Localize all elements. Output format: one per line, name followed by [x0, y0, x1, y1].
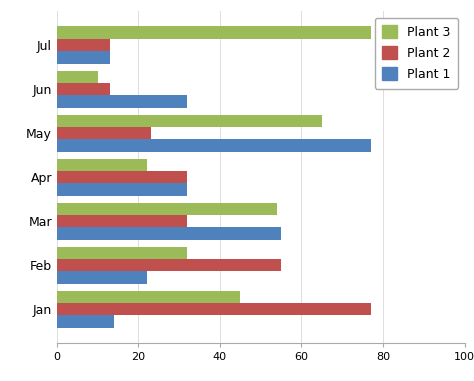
- Bar: [57, 39, 110, 51]
- Bar: [57, 315, 114, 328]
- Bar: [57, 247, 187, 259]
- Bar: [57, 139, 371, 152]
- Bar: [57, 271, 146, 284]
- Bar: [57, 83, 110, 95]
- Bar: [57, 158, 146, 171]
- Bar: [57, 303, 371, 315]
- Bar: [57, 227, 281, 240]
- Bar: [57, 215, 187, 227]
- Bar: [57, 70, 98, 83]
- Bar: [57, 259, 281, 271]
- Legend: Plant 3, Plant 2, Plant 1: Plant 3, Plant 2, Plant 1: [375, 18, 458, 88]
- Bar: [57, 291, 240, 303]
- Bar: [57, 203, 277, 215]
- Bar: [57, 115, 322, 127]
- Bar: [57, 51, 110, 64]
- Bar: [57, 183, 187, 196]
- Bar: [57, 171, 187, 183]
- Bar: [57, 27, 371, 39]
- Bar: [57, 95, 187, 107]
- Bar: [57, 127, 151, 139]
